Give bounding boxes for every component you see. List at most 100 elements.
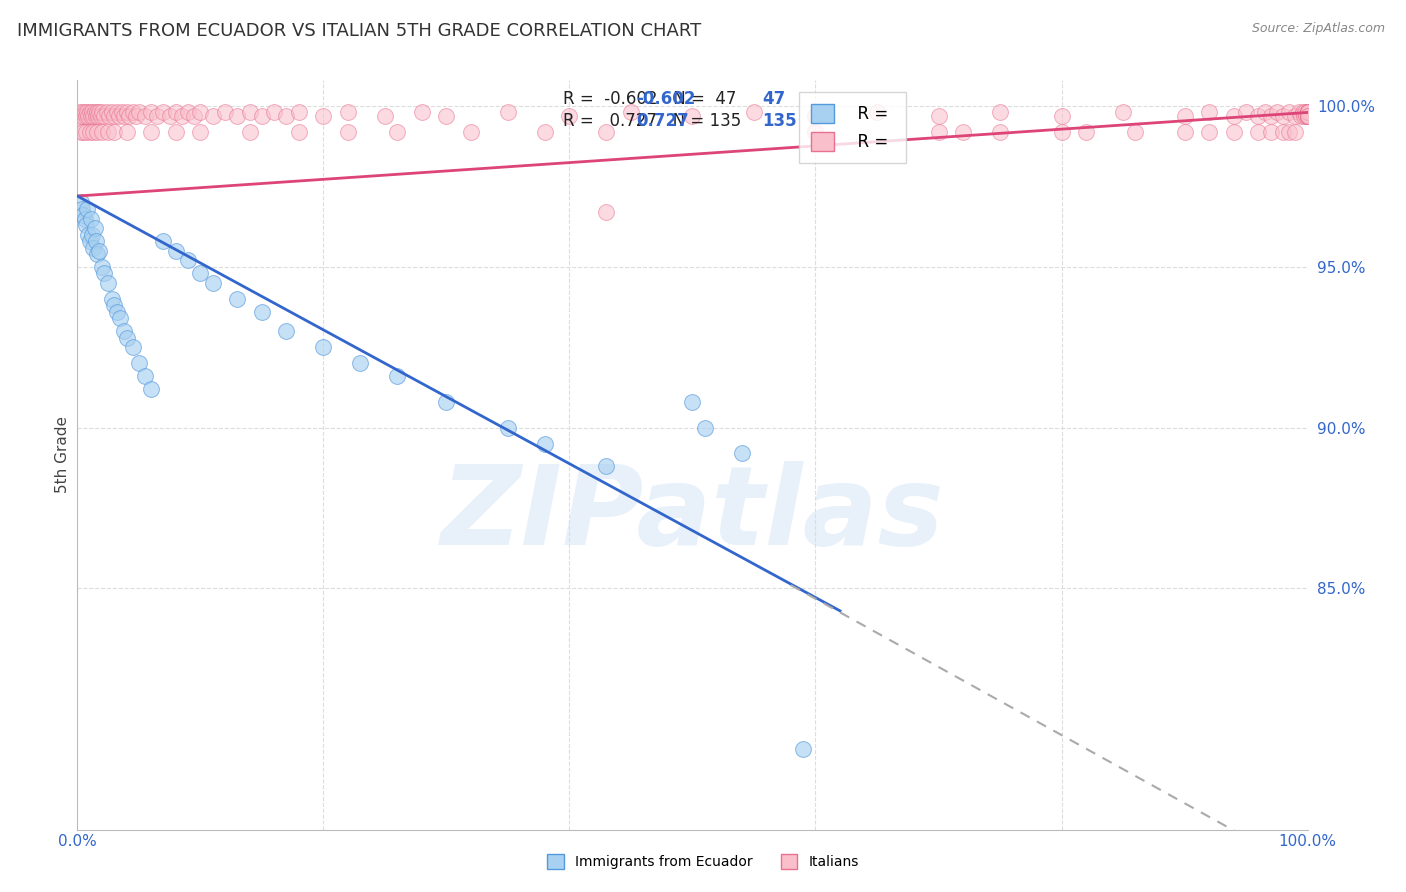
Point xyxy=(1265,105,1288,120)
Point xyxy=(72,208,94,222)
Point xyxy=(250,109,273,123)
Point xyxy=(101,105,124,120)
Point xyxy=(70,195,93,210)
Point xyxy=(349,356,371,370)
Point xyxy=(1076,125,1098,139)
Point xyxy=(97,276,120,290)
Point xyxy=(1296,109,1319,123)
Point xyxy=(165,105,187,120)
Text: 47: 47 xyxy=(762,90,786,108)
Point xyxy=(72,125,94,139)
Legend: Immigrants from Ecuador, Italians: Immigrants from Ecuador, Italians xyxy=(540,847,866,876)
Point xyxy=(385,125,409,139)
Point xyxy=(276,324,298,338)
Point xyxy=(188,105,212,120)
Point xyxy=(866,105,889,120)
Point xyxy=(1112,105,1135,120)
Point xyxy=(115,105,138,120)
Point xyxy=(79,234,101,248)
Point xyxy=(86,125,108,139)
Point xyxy=(1234,105,1257,120)
Point xyxy=(804,125,827,139)
Point xyxy=(86,105,108,120)
Point xyxy=(183,109,205,123)
Point xyxy=(82,240,104,254)
Point xyxy=(75,109,97,123)
Point xyxy=(1260,109,1282,123)
Point xyxy=(165,244,187,258)
Point xyxy=(90,109,112,123)
Point xyxy=(312,109,335,123)
Point xyxy=(73,211,96,226)
Point xyxy=(141,125,163,139)
Point xyxy=(96,105,118,120)
Point xyxy=(1284,109,1306,123)
Point xyxy=(72,109,94,123)
Point xyxy=(337,125,360,139)
Point xyxy=(97,125,120,139)
Point xyxy=(595,125,617,139)
Point xyxy=(82,105,104,120)
Point xyxy=(952,125,974,139)
Point xyxy=(1296,109,1319,123)
Point xyxy=(1198,125,1220,139)
Point xyxy=(1272,125,1295,139)
Point xyxy=(82,227,104,242)
Text: ZIPatlas: ZIPatlas xyxy=(440,461,945,568)
Point xyxy=(77,109,100,123)
Point xyxy=(105,305,128,319)
Point xyxy=(1272,109,1295,123)
Point xyxy=(1288,105,1310,120)
Point xyxy=(385,369,409,384)
Point xyxy=(86,247,108,261)
Point xyxy=(134,369,156,384)
Point xyxy=(250,305,273,319)
Point xyxy=(98,109,121,123)
Point xyxy=(558,109,581,123)
Point xyxy=(83,105,105,120)
Point xyxy=(152,234,174,248)
Point xyxy=(988,125,1011,139)
Point xyxy=(170,109,193,123)
Point xyxy=(214,105,236,120)
Point xyxy=(1295,109,1317,123)
Point xyxy=(1174,125,1197,139)
Text: 0.727: 0.727 xyxy=(636,112,689,130)
Point xyxy=(731,446,754,460)
Point xyxy=(337,105,360,120)
Point xyxy=(103,298,125,312)
Point xyxy=(1291,109,1313,123)
Point xyxy=(928,125,950,139)
Point xyxy=(128,105,150,120)
Point xyxy=(1050,125,1073,139)
Point xyxy=(682,395,704,409)
Point xyxy=(89,105,111,120)
Point xyxy=(792,742,814,756)
Legend:   R = ,   R = : R = , R = xyxy=(799,93,905,162)
Point xyxy=(115,330,138,344)
Point xyxy=(288,105,311,120)
Point xyxy=(80,211,103,226)
Point xyxy=(595,205,617,219)
Point xyxy=(1223,125,1246,139)
Point xyxy=(1260,125,1282,139)
Point xyxy=(70,125,93,139)
Point xyxy=(1296,105,1319,120)
Point xyxy=(1050,109,1073,123)
Point xyxy=(90,125,114,139)
Point xyxy=(188,125,212,139)
Point xyxy=(226,292,249,306)
Point xyxy=(73,105,96,120)
Point xyxy=(1296,105,1319,120)
Point xyxy=(112,324,135,338)
Point xyxy=(93,109,115,123)
Point xyxy=(112,109,135,123)
Point xyxy=(312,340,335,354)
Point xyxy=(89,244,111,258)
Point xyxy=(84,109,107,123)
Point xyxy=(75,218,97,232)
Point xyxy=(288,125,311,139)
Point xyxy=(101,292,124,306)
Text: 135: 135 xyxy=(762,112,797,130)
Point xyxy=(110,311,132,326)
